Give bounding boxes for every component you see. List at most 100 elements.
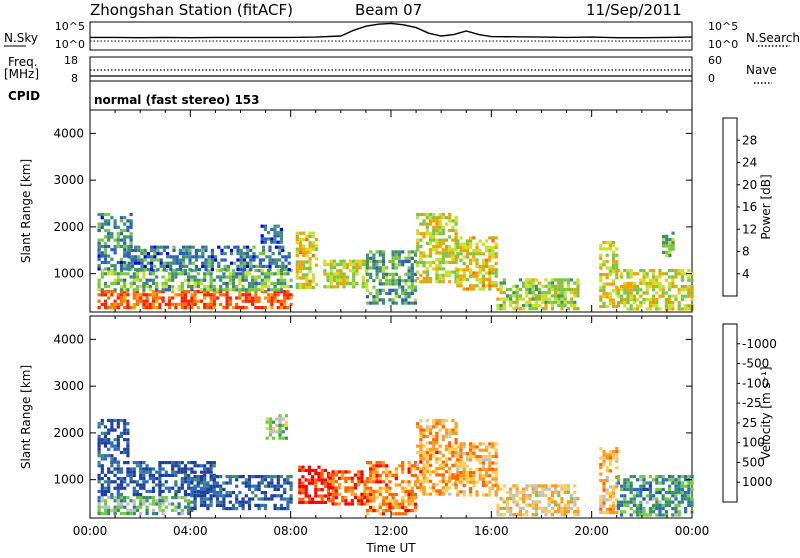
heat-cell xyxy=(438,473,442,477)
heat-cell xyxy=(247,272,252,276)
heat-cell xyxy=(116,447,120,451)
heat-cell xyxy=(159,261,163,265)
heat-cell xyxy=(284,423,288,427)
heat-cell xyxy=(623,269,627,273)
heat-cell xyxy=(283,272,287,276)
heat-cell xyxy=(394,295,398,299)
heat-cell xyxy=(639,510,643,514)
heat-cell xyxy=(332,278,337,282)
heat-cell xyxy=(113,248,117,252)
heat-cell xyxy=(233,261,237,265)
heat-cell xyxy=(103,508,108,512)
heat-cell xyxy=(639,304,643,308)
heat-cell xyxy=(488,490,492,494)
heat-cell xyxy=(171,302,175,306)
heat-cell xyxy=(518,513,522,517)
heat-cell xyxy=(100,225,104,229)
heat-cell xyxy=(599,295,603,299)
heat-cell xyxy=(422,434,426,439)
heat-cell xyxy=(432,486,436,490)
heat-cell xyxy=(381,512,386,516)
heat-cell xyxy=(228,281,232,285)
x-tick-label: 04:00 xyxy=(173,524,208,538)
heat-cell xyxy=(407,470,411,474)
heat-cell xyxy=(252,258,256,262)
y-tick-label: 4000 xyxy=(53,332,84,346)
heat-cell xyxy=(289,487,293,491)
heat-cell xyxy=(257,299,261,303)
heat-cell xyxy=(413,298,418,302)
heat-cell xyxy=(531,291,535,295)
heat-cell xyxy=(188,255,192,259)
heat-cell xyxy=(308,260,312,264)
heat-cell xyxy=(499,506,503,510)
heat-cell xyxy=(629,275,633,279)
heat-cell xyxy=(180,512,184,516)
heat-cell xyxy=(626,307,630,311)
heat-cell xyxy=(451,482,455,487)
heat-cell xyxy=(314,500,318,504)
heat-cell xyxy=(459,249,463,253)
heat-cell xyxy=(238,288,242,292)
heat-cell xyxy=(394,256,398,260)
heat-cell xyxy=(357,499,361,503)
heat-cell xyxy=(142,461,146,465)
heat-cell xyxy=(636,487,640,491)
freq-unit-label: [MHz] xyxy=(4,67,39,81)
heat-cell xyxy=(372,279,376,283)
heat-cell xyxy=(110,508,114,512)
heat-cell xyxy=(286,285,290,289)
heat-cell xyxy=(454,267,458,271)
heat-cell xyxy=(225,302,229,306)
heat-cell xyxy=(407,295,411,299)
heat-cell xyxy=(671,241,675,245)
heat-cell xyxy=(345,278,349,282)
heat-cell xyxy=(491,239,495,243)
heat-cell xyxy=(238,290,242,294)
heat-cell xyxy=(432,438,436,442)
heat-cell xyxy=(142,480,146,484)
heat-cell xyxy=(110,248,114,252)
heat-cell xyxy=(169,268,173,272)
heat-cell xyxy=(183,290,188,294)
heat-cell xyxy=(284,436,288,440)
heat-cell xyxy=(626,484,630,488)
heat-cell xyxy=(512,484,516,488)
heat-cell xyxy=(235,494,239,498)
heat-cell xyxy=(226,245,230,249)
heat-cell xyxy=(623,503,627,507)
heat-cell xyxy=(557,291,561,295)
heat-cell xyxy=(525,300,529,304)
heat-cell xyxy=(441,466,445,471)
y-tick-label: 1000 xyxy=(53,267,84,281)
heat-cell xyxy=(244,290,248,294)
heat-cell xyxy=(599,446,603,451)
heat-cell xyxy=(225,275,229,279)
heat-cell xyxy=(494,455,498,459)
heat-cell xyxy=(103,212,108,217)
heat-cell xyxy=(472,448,476,452)
heat-cell xyxy=(566,506,570,510)
heat-cell xyxy=(369,477,373,481)
heat-cell xyxy=(531,500,535,504)
heat-cell xyxy=(538,303,542,308)
heat-cell xyxy=(410,275,414,280)
heat-cell xyxy=(196,306,200,310)
heat-cell xyxy=(143,264,147,268)
heat-cell xyxy=(254,278,258,282)
heat-cell xyxy=(401,250,405,254)
beam-label: Beam 07 xyxy=(355,1,422,19)
heat-cell xyxy=(550,284,554,288)
heat-cell xyxy=(422,473,426,477)
heat-cell xyxy=(209,272,213,276)
station-title: Zhongshan Station (fitACF) xyxy=(90,1,293,19)
heat-cell xyxy=(326,285,330,289)
heat-cell xyxy=(281,264,285,268)
heat-cell xyxy=(210,248,214,252)
heat-cell xyxy=(481,455,485,459)
heat-cell xyxy=(97,244,101,249)
heat-cell xyxy=(132,278,136,282)
heat-cell xyxy=(103,306,108,310)
heat-cell xyxy=(119,269,124,273)
heat-cell xyxy=(428,479,433,483)
